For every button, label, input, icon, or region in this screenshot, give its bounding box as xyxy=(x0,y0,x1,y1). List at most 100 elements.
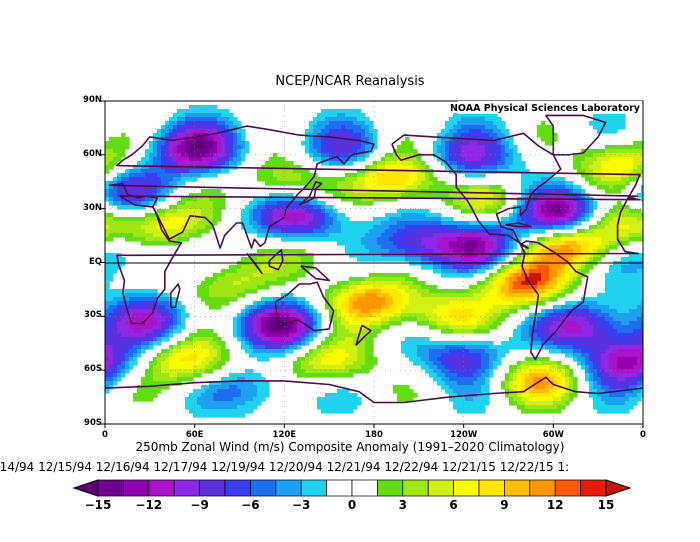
field-cell xyxy=(265,181,270,186)
field-cell xyxy=(589,213,594,218)
field-cell xyxy=(165,181,170,186)
field-cell xyxy=(317,205,322,210)
field-cell xyxy=(597,129,602,134)
field-cell xyxy=(205,137,210,142)
field-cell xyxy=(509,305,514,310)
field-cell xyxy=(341,153,346,158)
field-cell xyxy=(313,117,318,122)
field-cell xyxy=(405,293,410,298)
field-cell xyxy=(225,161,230,166)
field-cell xyxy=(629,209,634,214)
field-cell xyxy=(389,177,394,182)
field-cell xyxy=(177,309,182,314)
field-cell xyxy=(317,125,322,130)
field-cell xyxy=(333,301,338,306)
field-cell xyxy=(453,137,458,142)
field-cell xyxy=(605,321,610,326)
field-cell xyxy=(461,233,466,238)
field-cell xyxy=(325,185,330,190)
field-cell xyxy=(613,245,618,250)
field-cell xyxy=(309,217,314,222)
field-cell xyxy=(301,205,306,210)
field-cell xyxy=(625,181,630,186)
field-cell xyxy=(509,233,514,238)
field-cell xyxy=(209,297,214,302)
field-cell xyxy=(341,189,346,194)
field-cell xyxy=(505,237,510,242)
field-cell xyxy=(185,205,190,210)
field-cell xyxy=(509,157,514,162)
field-cell xyxy=(345,177,350,182)
field-cell xyxy=(205,289,210,294)
field-cell xyxy=(117,177,122,182)
field-cell xyxy=(193,177,198,182)
field-cell xyxy=(573,209,578,214)
field-cell xyxy=(337,281,342,286)
field-cell xyxy=(469,173,474,178)
field-cell xyxy=(577,329,582,334)
field-cell xyxy=(157,193,162,198)
field-cell xyxy=(221,125,226,130)
field-cell xyxy=(277,229,282,234)
field-cell xyxy=(461,129,466,134)
field-cell xyxy=(517,233,522,238)
field-cell xyxy=(597,297,602,302)
field-cell xyxy=(249,285,254,290)
field-cell xyxy=(585,245,590,250)
field-cell xyxy=(273,177,278,182)
field-cell xyxy=(377,329,382,334)
field-cell xyxy=(277,225,282,230)
field-cell xyxy=(501,285,506,290)
field-cell xyxy=(421,257,426,262)
field-cell xyxy=(497,149,502,154)
field-cell xyxy=(153,313,158,318)
field-cell xyxy=(549,237,554,242)
field-cell xyxy=(481,289,486,294)
field-cell xyxy=(433,145,438,150)
field-cell xyxy=(313,313,318,318)
field-cell xyxy=(165,309,170,314)
field-cell xyxy=(153,193,158,198)
field-cell xyxy=(261,309,266,314)
field-cell xyxy=(421,209,426,214)
field-cell xyxy=(437,305,442,310)
field-cell xyxy=(581,201,586,206)
field-cell xyxy=(489,133,494,138)
field-cell xyxy=(641,301,643,306)
field-cell xyxy=(173,181,178,186)
field-cell xyxy=(517,265,522,270)
field-cell xyxy=(541,293,546,298)
field-cell xyxy=(493,165,498,170)
field-cell xyxy=(517,257,522,262)
field-cell xyxy=(229,121,234,126)
field-cell xyxy=(345,325,350,330)
field-cell xyxy=(245,257,250,262)
field-cell xyxy=(593,249,598,254)
field-cell xyxy=(497,285,502,290)
field-cell xyxy=(437,289,442,294)
field-cell xyxy=(613,217,618,222)
field-cell xyxy=(365,197,370,202)
field-cell xyxy=(189,113,194,118)
field-cell xyxy=(501,125,506,130)
field-cell xyxy=(405,217,410,222)
field-cell xyxy=(345,109,350,114)
field-cell xyxy=(617,181,622,186)
field-cell xyxy=(269,229,274,234)
field-cell xyxy=(153,221,158,226)
field-cell xyxy=(173,149,178,154)
field-cell xyxy=(357,285,362,290)
field-cell xyxy=(621,169,626,174)
field-cell xyxy=(533,285,538,290)
field-cell xyxy=(473,301,478,306)
field-cell xyxy=(425,301,430,306)
field-cell xyxy=(317,141,322,146)
field-cell xyxy=(273,281,278,286)
field-cell xyxy=(137,289,142,294)
field-cell xyxy=(297,229,302,234)
field-cell xyxy=(625,213,630,218)
field-cell xyxy=(197,121,202,126)
field-cell xyxy=(305,173,310,178)
field-cell xyxy=(485,117,490,122)
field-cell xyxy=(433,245,438,250)
